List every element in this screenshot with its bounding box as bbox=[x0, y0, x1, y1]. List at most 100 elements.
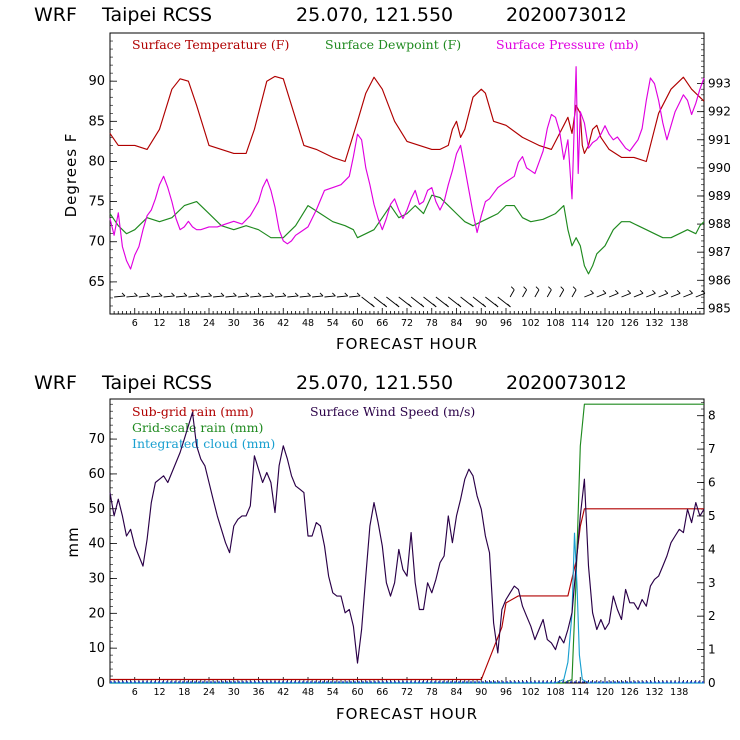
x-tick-label: 36 bbox=[252, 687, 264, 698]
x-tick-label: 18 bbox=[178, 318, 190, 329]
wind-barb-flag bbox=[590, 289, 594, 294]
x-tick-label: 60 bbox=[351, 318, 363, 329]
wind-barb bbox=[287, 295, 299, 298]
wind-barb bbox=[633, 292, 644, 298]
x-tick-label: 120 bbox=[596, 318, 614, 329]
x-tick-label: 72 bbox=[401, 318, 413, 329]
bottom-header-station: Taipei RCSS bbox=[101, 372, 212, 394]
x-tick-label: 42 bbox=[277, 687, 289, 698]
y2-tick-label: 0 bbox=[708, 676, 716, 690]
wind-barb bbox=[608, 292, 619, 298]
y-tick-label: 20 bbox=[88, 606, 105, 621]
bottom-y-axis-label: mm bbox=[64, 526, 82, 557]
wind-barb-flag bbox=[639, 289, 644, 294]
wind-barb-flag bbox=[121, 292, 126, 297]
wind-barb-flag bbox=[664, 289, 669, 294]
x-tick-label: 60 bbox=[351, 687, 363, 698]
y2-tick-label: 988 bbox=[708, 217, 731, 231]
wind-barb-flag bbox=[370, 303, 375, 308]
x-tick-label: 132 bbox=[645, 687, 663, 698]
bottom-header-model: WRF bbox=[34, 372, 77, 394]
bottom-axis-ticks: 6 12 18 24 30 36 42 48 54 60 66 72 78 84 90 96 102 108 114… bbox=[88, 402, 716, 698]
y-tick-label: 0 bbox=[97, 676, 105, 691]
wind-barb bbox=[509, 289, 515, 298]
wind-barb-flag bbox=[652, 289, 656, 294]
wind-barb-flag bbox=[220, 292, 225, 297]
wind-barb-flag bbox=[270, 292, 274, 297]
wind-barb-flag bbox=[602, 289, 607, 294]
wind-barb bbox=[213, 295, 225, 298]
y2-tick-label: 991 bbox=[708, 133, 731, 147]
y-tick-label: 70 bbox=[88, 432, 105, 447]
legend-grid-scale-rain: Grid-scale rain (mm) bbox=[132, 420, 263, 435]
x-tick-label: 36 bbox=[252, 318, 264, 329]
legend-surface-dewpoint: Surface Dewpoint (F) bbox=[325, 37, 461, 52]
y-tick-label: 90 bbox=[88, 74, 105, 89]
wind-barb bbox=[522, 289, 527, 298]
wind-barb-flag bbox=[208, 292, 212, 297]
x-tick-label: 66 bbox=[376, 318, 388, 329]
series-surface-wind-speed-m-s bbox=[109, 411, 705, 664]
wind-barb-flag bbox=[560, 286, 565, 291]
wind-barb-flag bbox=[420, 303, 425, 308]
x-tick-label: 78 bbox=[426, 318, 438, 329]
bottom-series bbox=[109, 403, 705, 684]
x-tick-label: 30 bbox=[228, 687, 240, 698]
legend-sub-grid-rain: Sub-grid rain (mm) bbox=[132, 404, 254, 419]
y2-tick-label: 989 bbox=[708, 189, 731, 203]
wind-barb bbox=[336, 295, 348, 298]
wind-barb bbox=[250, 295, 262, 298]
wind-barb-flag bbox=[134, 292, 138, 297]
x-tick-label: 6 bbox=[132, 318, 138, 329]
x-tick-label: 30 bbox=[228, 318, 240, 329]
wind-barb-flag bbox=[332, 292, 336, 297]
wind-barb bbox=[584, 292, 594, 298]
wind-barb bbox=[349, 295, 361, 298]
series-sub-grid-rain-mm bbox=[110, 508, 704, 681]
bottom-header: WRF Taipei RCSS 25.070, 121.550 20200730… bbox=[34, 372, 627, 394]
wind-barb-flag bbox=[535, 286, 540, 291]
wind-barb-flag bbox=[383, 303, 388, 308]
wind-barb-flag bbox=[445, 303, 449, 308]
y2-tick-label: 987 bbox=[708, 245, 731, 259]
y2-tick-label: 985 bbox=[708, 301, 731, 315]
wind-barb bbox=[274, 295, 286, 298]
wind-barb-flag bbox=[494, 303, 499, 308]
wind-barb-flag bbox=[507, 303, 511, 308]
y2-tick-label: 4 bbox=[708, 542, 716, 556]
y-tick-label: 10 bbox=[88, 641, 105, 656]
wind-barb-flag bbox=[627, 289, 632, 294]
wind-barb bbox=[571, 289, 577, 298]
wind-barb-flag bbox=[614, 289, 619, 294]
y-tick-label: 85 bbox=[88, 114, 105, 129]
wind-barb-flag bbox=[432, 303, 437, 308]
x-tick-label: 114 bbox=[571, 687, 589, 698]
top-y-axis-label: Degrees F bbox=[62, 133, 80, 218]
y-tick-label: 50 bbox=[88, 502, 105, 517]
wind-barb-flag bbox=[457, 303, 462, 308]
wind-barb bbox=[188, 295, 200, 298]
wind-barb bbox=[299, 295, 311, 298]
series-surface-dewpoint-f bbox=[109, 194, 705, 275]
y2-tick-label: 5 bbox=[708, 509, 716, 523]
wind-barb-flag bbox=[195, 292, 200, 297]
legend-integrated-cloud: Integrated cloud (mm) bbox=[132, 436, 275, 451]
top-x-axis-label: FORECAST HOUR bbox=[336, 335, 478, 353]
series-surface-pressure-mb bbox=[109, 66, 705, 270]
y-tick-label: 70 bbox=[88, 235, 105, 250]
wind-barb bbox=[621, 292, 631, 298]
x-tick-label: 24 bbox=[203, 318, 215, 329]
y2-tick-label: 986 bbox=[708, 273, 731, 287]
temperature-pressure-panel: Surface Temperature (F) Surface Dewpoint… bbox=[62, 32, 731, 353]
x-tick-label: 72 bbox=[401, 687, 413, 698]
top-series bbox=[109, 66, 705, 275]
wind-barb bbox=[163, 295, 175, 298]
wind-barb-flag bbox=[701, 289, 706, 294]
x-tick-label: 66 bbox=[376, 687, 388, 698]
y2-tick-label: 992 bbox=[708, 105, 731, 119]
y-tick-label: 30 bbox=[88, 571, 105, 586]
top-axis-ticks: 6 12 18 24 30 36 42 48 54 60 66 72 78 84 90 96 102 108 114… bbox=[88, 32, 731, 329]
wind-barb-flag bbox=[307, 292, 311, 297]
top-panel-frame bbox=[109, 32, 705, 315]
